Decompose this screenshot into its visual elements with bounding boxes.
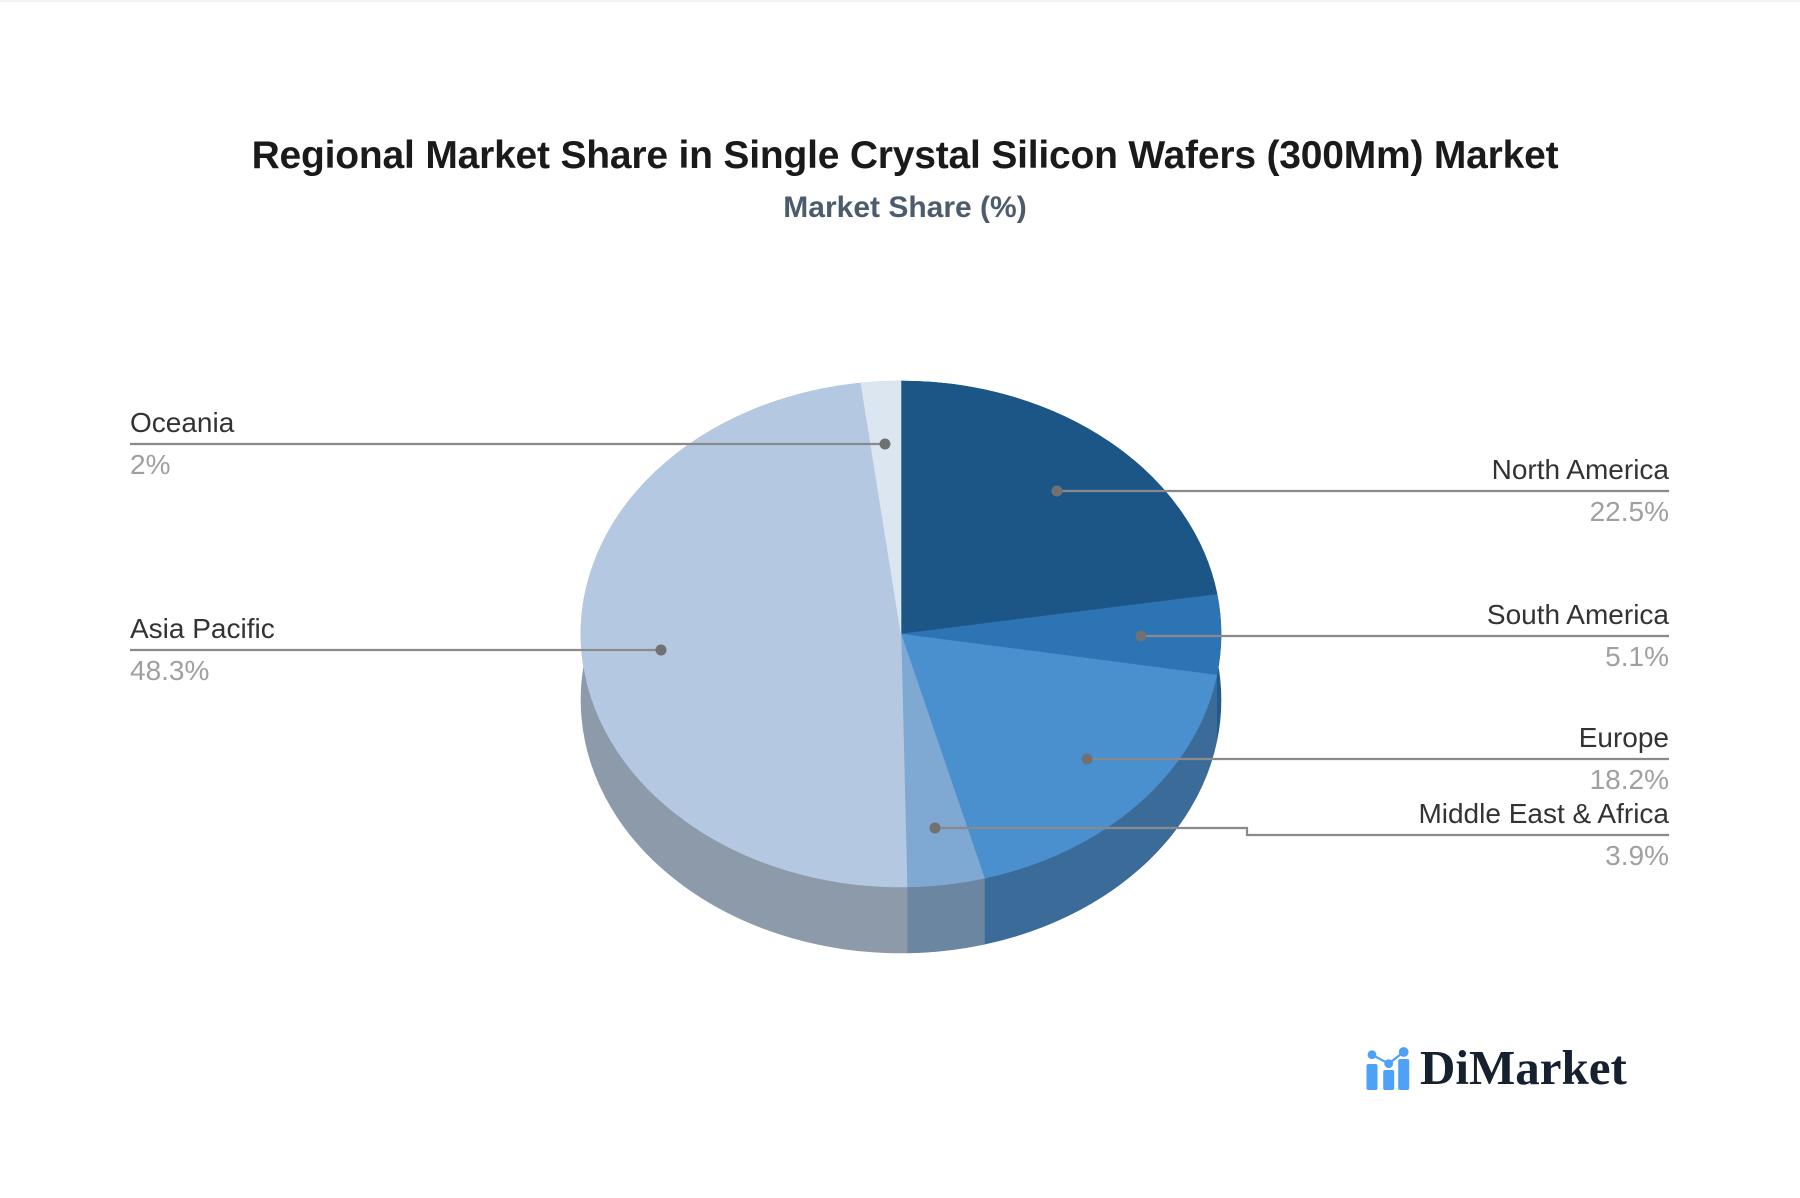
logo-text: DiMarket bbox=[1420, 1040, 1627, 1095]
pie-side-middle-east-africa bbox=[906, 877, 985, 954]
callout-value-oceania: 2% bbox=[130, 449, 171, 480]
callout-name-asia-pacific: Asia Pacific bbox=[130, 613, 275, 644]
leader-dot-europe bbox=[1081, 753, 1093, 765]
pie-slice-asia-pacific[interactable] bbox=[580, 382, 908, 888]
callout-name-europe: Europe bbox=[1578, 722, 1669, 753]
leader-line-middle-east-africa bbox=[935, 826, 1669, 837]
leader-dot-north-america bbox=[1051, 485, 1063, 497]
pie-slice-north-america[interactable] bbox=[900, 380, 1218, 635]
callout-value-middle-east-africa: 3.9% bbox=[1605, 840, 1669, 871]
chart-subtitle: Market Share (%) bbox=[783, 191, 1027, 224]
leader-dot-asia-pacific bbox=[655, 644, 667, 656]
callout-name-south-america: South America bbox=[1486, 599, 1669, 630]
callout-name-oceania: Oceania bbox=[130, 407, 235, 438]
leader-lines bbox=[130, 442, 1669, 837]
callout-value-europe: 18.2% bbox=[1589, 764, 1669, 795]
callout-name-middle-east-africa: Middle East & Africa bbox=[1418, 798, 1669, 829]
pie-slice-europe[interactable] bbox=[900, 633, 1218, 879]
leader-dot-oceania bbox=[879, 438, 891, 450]
chart-title: Regional Market Share in Single Crystal … bbox=[251, 134, 1559, 177]
callout-value-north-america: 22.5% bbox=[1589, 496, 1669, 527]
leader-dots bbox=[655, 438, 1147, 834]
callout-value-asia-pacific: 48.3% bbox=[130, 655, 210, 686]
callout-value-south-america: 5.1% bbox=[1605, 641, 1669, 672]
leader-dot-south-america bbox=[1135, 630, 1147, 642]
callout-name-north-america: North America bbox=[1491, 454, 1669, 485]
leader-dot-middle-east-africa bbox=[929, 822, 941, 834]
brand-logo: DiMarket bbox=[1362, 1042, 1662, 1102]
pie-slices bbox=[580, 380, 1222, 888]
logo-bar-chart-icon bbox=[1366, 1047, 1410, 1090]
